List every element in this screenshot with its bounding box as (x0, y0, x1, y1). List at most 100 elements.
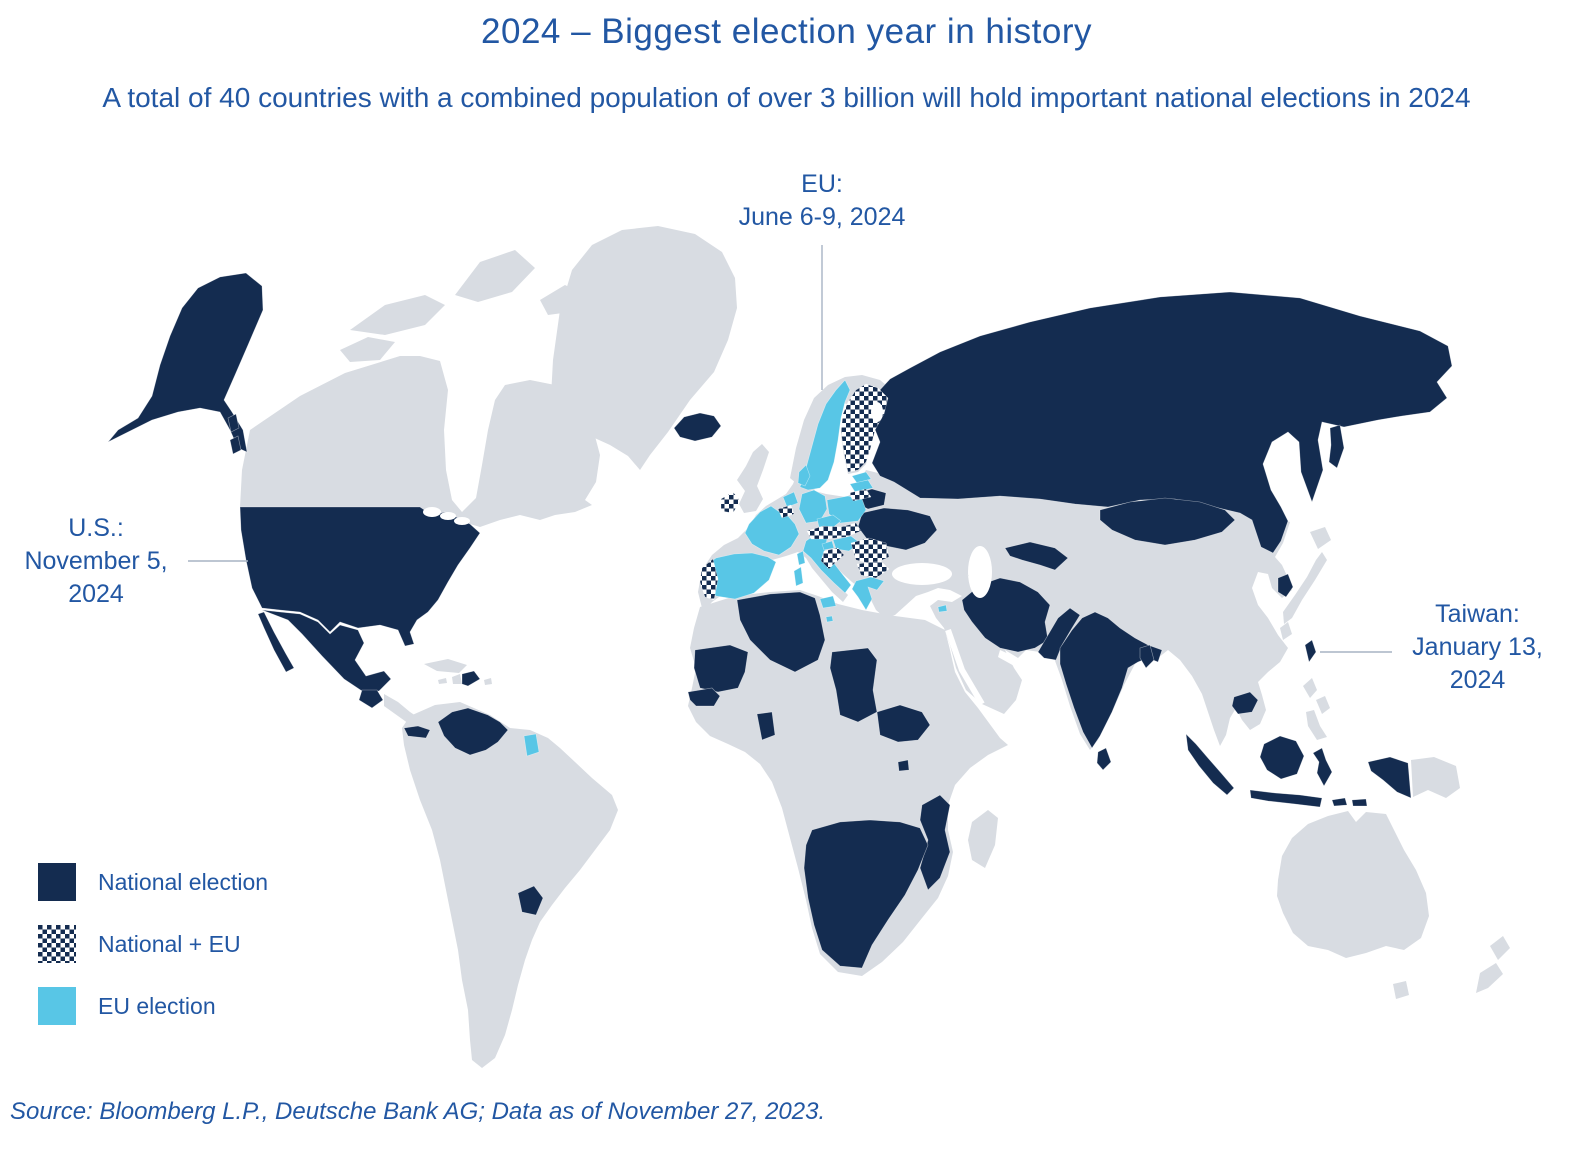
region-ireland (720, 491, 741, 514)
great-lakes (423, 507, 441, 517)
region-sweden (799, 379, 851, 491)
region-france (744, 505, 800, 556)
region-alaska (107, 272, 264, 453)
region-ghana (756, 711, 776, 741)
region-senegal (687, 687, 721, 707)
legend-swatch-national (38, 863, 76, 901)
region-united-kingdom (737, 444, 769, 513)
region-croatia (820, 547, 845, 570)
region-french-guiana (523, 733, 540, 757)
legend-swatch-eu (38, 987, 76, 1025)
region-new-zealand (1490, 936, 1510, 960)
legend-label-eu: EU election (98, 992, 216, 1019)
legend-item-eu: EU election (38, 986, 268, 1026)
region-rwanda (897, 759, 910, 772)
region-pakistan (1037, 607, 1081, 661)
annotation-eu-line2: June 6-9, 2024 (738, 203, 906, 231)
region-islets (229, 435, 242, 455)
region-arctic-islands (350, 295, 445, 335)
region-lithuania (848, 488, 872, 502)
region-sakhalin (1328, 424, 1345, 469)
annotation-taiwan-line1: Taiwan: (1435, 600, 1520, 628)
region-japan (1283, 552, 1327, 624)
region-iceland (673, 412, 722, 442)
region-greenland (550, 226, 737, 470)
region-lesser-sunda (1351, 798, 1368, 807)
region-java (1249, 789, 1323, 808)
annotation-eu: EU: June 6-9, 2024 (712, 168, 932, 234)
region-philippines (1316, 696, 1330, 714)
region-slovenia (821, 540, 835, 551)
region-islets (227, 413, 240, 433)
region-lesser-sunda (1331, 797, 1348, 807)
region-mozambique (919, 794, 951, 891)
annotation-eu-line1: EU: (801, 170, 843, 198)
legend-item-national: National election (38, 862, 268, 902)
region-arctic-islands (455, 250, 535, 302)
region-bulgaria (856, 560, 890, 579)
region-baja-california (257, 611, 295, 673)
region-portugal (699, 558, 719, 601)
region-philippines (1303, 678, 1317, 698)
region-uruguay (517, 885, 544, 916)
legend-item-national-eu: National + EU (38, 924, 268, 964)
source-note: Source: Bloomberg L.P., Deutsche Bank AG… (10, 1098, 826, 1125)
page-subtitle: A total of 40 countries with a combined … (102, 82, 1471, 113)
region-arctic-islands (340, 337, 395, 362)
legend-label-national-eu: National + EU (98, 930, 241, 957)
region-southern-africa (803, 819, 929, 969)
region-japan (1280, 622, 1292, 640)
region-cuba (424, 659, 467, 673)
region-denmark (797, 464, 811, 487)
region-sulawesi (1312, 747, 1333, 787)
region-borneo (1259, 735, 1305, 780)
region-venezuela (437, 707, 509, 756)
region-netherlands (782, 491, 799, 508)
region-south-america (402, 702, 618, 1068)
red-sea (945, 629, 985, 706)
region-greece (851, 576, 885, 611)
region-panama (403, 725, 431, 739)
white-sea (871, 402, 883, 422)
annotation-us-line1: U.S.: (68, 514, 124, 542)
region-haiti (452, 674, 462, 684)
region-papua-new-guinea (1411, 757, 1460, 798)
region-sumatra (1185, 733, 1235, 796)
annotation-taiwan-line2: January 13, (1412, 633, 1543, 661)
caspian-sea (968, 546, 992, 598)
annotation-taiwan: Taiwan: January 13, 2024 (1385, 598, 1570, 697)
region-south-sudan (876, 704, 931, 743)
region-austria-slovakia (806, 522, 862, 540)
region-corsica (796, 550, 806, 566)
region-south-korea (1277, 573, 1294, 598)
region-tasmania (1393, 981, 1409, 999)
legend: National election National + EU EU elect… (38, 862, 268, 1048)
region-malta (825, 615, 834, 623)
black-sea (892, 563, 952, 585)
region-ukraine (857, 507, 938, 551)
annotation-us-line3: 2024 (68, 580, 124, 608)
great-lakes (440, 512, 456, 520)
region-sicily (819, 595, 837, 609)
region-united-states (239, 506, 481, 647)
region-guatemala (358, 689, 384, 709)
persian-gulf (998, 650, 1022, 668)
region-jamaica (438, 678, 447, 684)
annotation-taiwan-line3: 2024 (1449, 666, 1506, 694)
region-japan (1310, 527, 1331, 549)
region-mauritania (693, 644, 749, 693)
region-madagascar (968, 810, 998, 868)
region-germany (798, 489, 828, 524)
region-canada (240, 356, 600, 527)
region-mongolia (1099, 497, 1236, 546)
region-dominican-republic (461, 670, 481, 687)
region-czechia (816, 514, 842, 530)
page-title: 2024 – Biggest election year in history (481, 12, 1092, 51)
region-cambodia (1231, 691, 1259, 715)
region-sardinia (793, 566, 804, 587)
region-uzbekistan (1004, 541, 1069, 571)
region-west-papua (1367, 756, 1412, 799)
annotation-us-line2: November 5, (24, 547, 168, 575)
